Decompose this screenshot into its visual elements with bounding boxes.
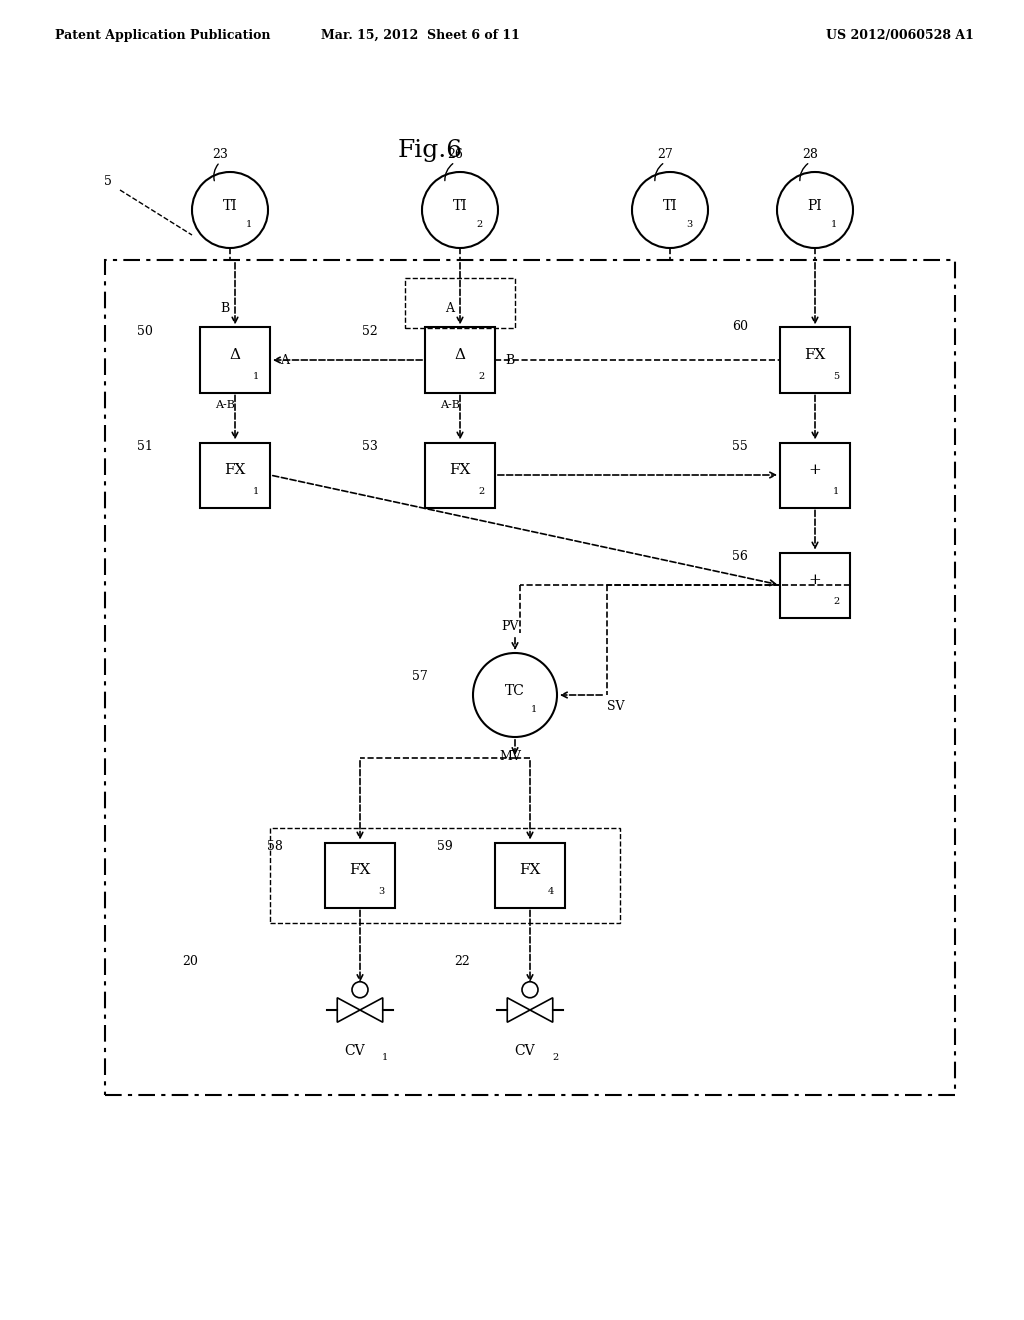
Text: CV: CV xyxy=(345,1044,366,1059)
Text: US 2012/0060528 A1: US 2012/0060528 A1 xyxy=(826,29,974,41)
Polygon shape xyxy=(360,998,383,1022)
Circle shape xyxy=(191,172,268,248)
Text: 3: 3 xyxy=(378,887,384,896)
Circle shape xyxy=(632,172,708,248)
Text: A-B: A-B xyxy=(215,400,234,411)
Text: SV: SV xyxy=(607,700,625,713)
Text: PV: PV xyxy=(502,620,519,634)
FancyBboxPatch shape xyxy=(780,553,850,618)
Text: 2: 2 xyxy=(476,220,482,228)
Text: B: B xyxy=(220,302,229,315)
Circle shape xyxy=(352,982,368,998)
Text: 4: 4 xyxy=(548,887,554,896)
Text: 23: 23 xyxy=(212,148,228,161)
Text: 59: 59 xyxy=(437,840,453,853)
Text: +: + xyxy=(809,463,821,477)
Text: Mar. 15, 2012  Sheet 6 of 11: Mar. 15, 2012 Sheet 6 of 11 xyxy=(321,29,519,41)
Text: PI: PI xyxy=(808,199,822,213)
Text: MV: MV xyxy=(499,750,521,763)
Text: 1: 1 xyxy=(833,487,840,496)
Text: 20: 20 xyxy=(182,954,198,968)
Text: A: A xyxy=(280,354,289,367)
Text: 28: 28 xyxy=(802,148,818,161)
Text: 2: 2 xyxy=(833,597,840,606)
Text: 60: 60 xyxy=(732,319,748,333)
Polygon shape xyxy=(337,998,360,1022)
Text: 56: 56 xyxy=(732,550,748,564)
Text: A-B: A-B xyxy=(440,400,460,411)
Circle shape xyxy=(473,653,557,737)
Text: 22: 22 xyxy=(454,954,470,968)
Text: Fig.6: Fig.6 xyxy=(397,139,463,161)
Text: 3: 3 xyxy=(686,220,692,228)
Text: TI: TI xyxy=(222,199,238,213)
Text: 2: 2 xyxy=(478,487,484,496)
Text: B: B xyxy=(505,354,514,367)
Text: FX: FX xyxy=(450,463,471,477)
Text: A: A xyxy=(445,302,455,315)
FancyBboxPatch shape xyxy=(780,327,850,392)
Text: +: + xyxy=(809,573,821,587)
FancyBboxPatch shape xyxy=(425,442,495,507)
Text: Patent Application Publication: Patent Application Publication xyxy=(55,29,270,41)
Text: 2: 2 xyxy=(478,372,484,381)
FancyBboxPatch shape xyxy=(780,442,850,507)
FancyBboxPatch shape xyxy=(495,842,565,908)
Text: 5: 5 xyxy=(104,176,112,187)
Text: 2: 2 xyxy=(552,1053,558,1063)
Text: FX: FX xyxy=(224,463,246,477)
Polygon shape xyxy=(507,998,530,1022)
Text: 1: 1 xyxy=(253,372,259,381)
Text: Δ: Δ xyxy=(229,348,241,362)
Text: 5: 5 xyxy=(833,372,839,381)
Text: 1: 1 xyxy=(831,220,838,228)
Text: 58: 58 xyxy=(267,840,283,853)
Text: 1: 1 xyxy=(246,220,252,228)
Text: FX: FX xyxy=(519,863,541,876)
Text: 57: 57 xyxy=(412,671,428,682)
Text: FX: FX xyxy=(804,348,825,362)
Text: 50: 50 xyxy=(137,325,153,338)
Text: 55: 55 xyxy=(732,440,748,453)
Text: 1: 1 xyxy=(253,487,259,496)
Text: TI: TI xyxy=(663,199,677,213)
Text: CV: CV xyxy=(515,1044,536,1059)
Circle shape xyxy=(777,172,853,248)
Text: 27: 27 xyxy=(657,148,673,161)
Text: FX: FX xyxy=(349,863,371,876)
FancyBboxPatch shape xyxy=(425,327,495,392)
Text: TI: TI xyxy=(453,199,467,213)
FancyBboxPatch shape xyxy=(200,442,270,507)
Text: 52: 52 xyxy=(362,325,378,338)
Circle shape xyxy=(422,172,498,248)
Text: Δ: Δ xyxy=(455,348,466,362)
FancyBboxPatch shape xyxy=(325,842,395,908)
Text: 51: 51 xyxy=(137,440,153,453)
FancyBboxPatch shape xyxy=(200,327,270,392)
Text: 53: 53 xyxy=(362,440,378,453)
Text: 26: 26 xyxy=(447,148,463,161)
Circle shape xyxy=(522,982,538,998)
Text: 1: 1 xyxy=(531,705,538,714)
Text: 1: 1 xyxy=(382,1053,388,1063)
Text: TC: TC xyxy=(505,684,525,698)
Polygon shape xyxy=(530,998,553,1022)
